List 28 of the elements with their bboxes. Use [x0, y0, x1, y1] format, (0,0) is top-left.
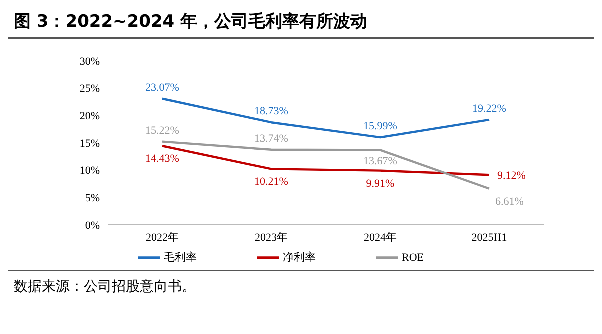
y-tick-label: 20% [80, 110, 100, 123]
x-tick-label: 2023年 [255, 232, 288, 244]
data-label: 9.91% [366, 178, 395, 190]
data-label: 15.99% [364, 120, 398, 133]
data-label: 18.73% [254, 106, 288, 118]
data-label: 6.61% [496, 196, 524, 208]
y-tick-label: 30% [80, 56, 100, 68]
data-label: 15.22% [146, 124, 180, 137]
source-note: 数据来源：公司招股意向书。 [14, 278, 196, 296]
y-tick-label: 0% [85, 220, 100, 232]
legend-label: 净利率 [283, 252, 316, 264]
x-tick-label: 2022年 [146, 232, 179, 244]
data-label: 19.22% [472, 102, 506, 115]
y-tick-label: 15% [80, 138, 100, 150]
data-label: 9.12% [498, 170, 526, 182]
data-label: 23.07% [146, 82, 180, 94]
y-tick-label: 5% [85, 192, 100, 205]
x-tick-label: 2024年 [364, 232, 397, 244]
data-label: 13.74% [254, 132, 288, 145]
chart-title: 图 3：2022~2024 年，公司毛利率有所波动 [8, 8, 594, 39]
legend-label: ROE [402, 252, 424, 264]
x-tick-label: 2025H1 [472, 232, 508, 244]
data-label: 10.21% [254, 176, 288, 188]
y-tick-label: 25% [80, 83, 100, 96]
legend-label: 毛利率 [164, 252, 197, 264]
data-label: 13.67% [364, 155, 398, 168]
data-label: 14.43% [146, 153, 180, 166]
y-tick-label: 10% [80, 165, 100, 178]
